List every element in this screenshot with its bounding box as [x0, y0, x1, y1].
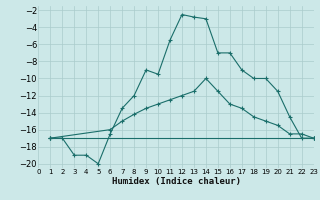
X-axis label: Humidex (Indice chaleur): Humidex (Indice chaleur)	[111, 177, 241, 186]
